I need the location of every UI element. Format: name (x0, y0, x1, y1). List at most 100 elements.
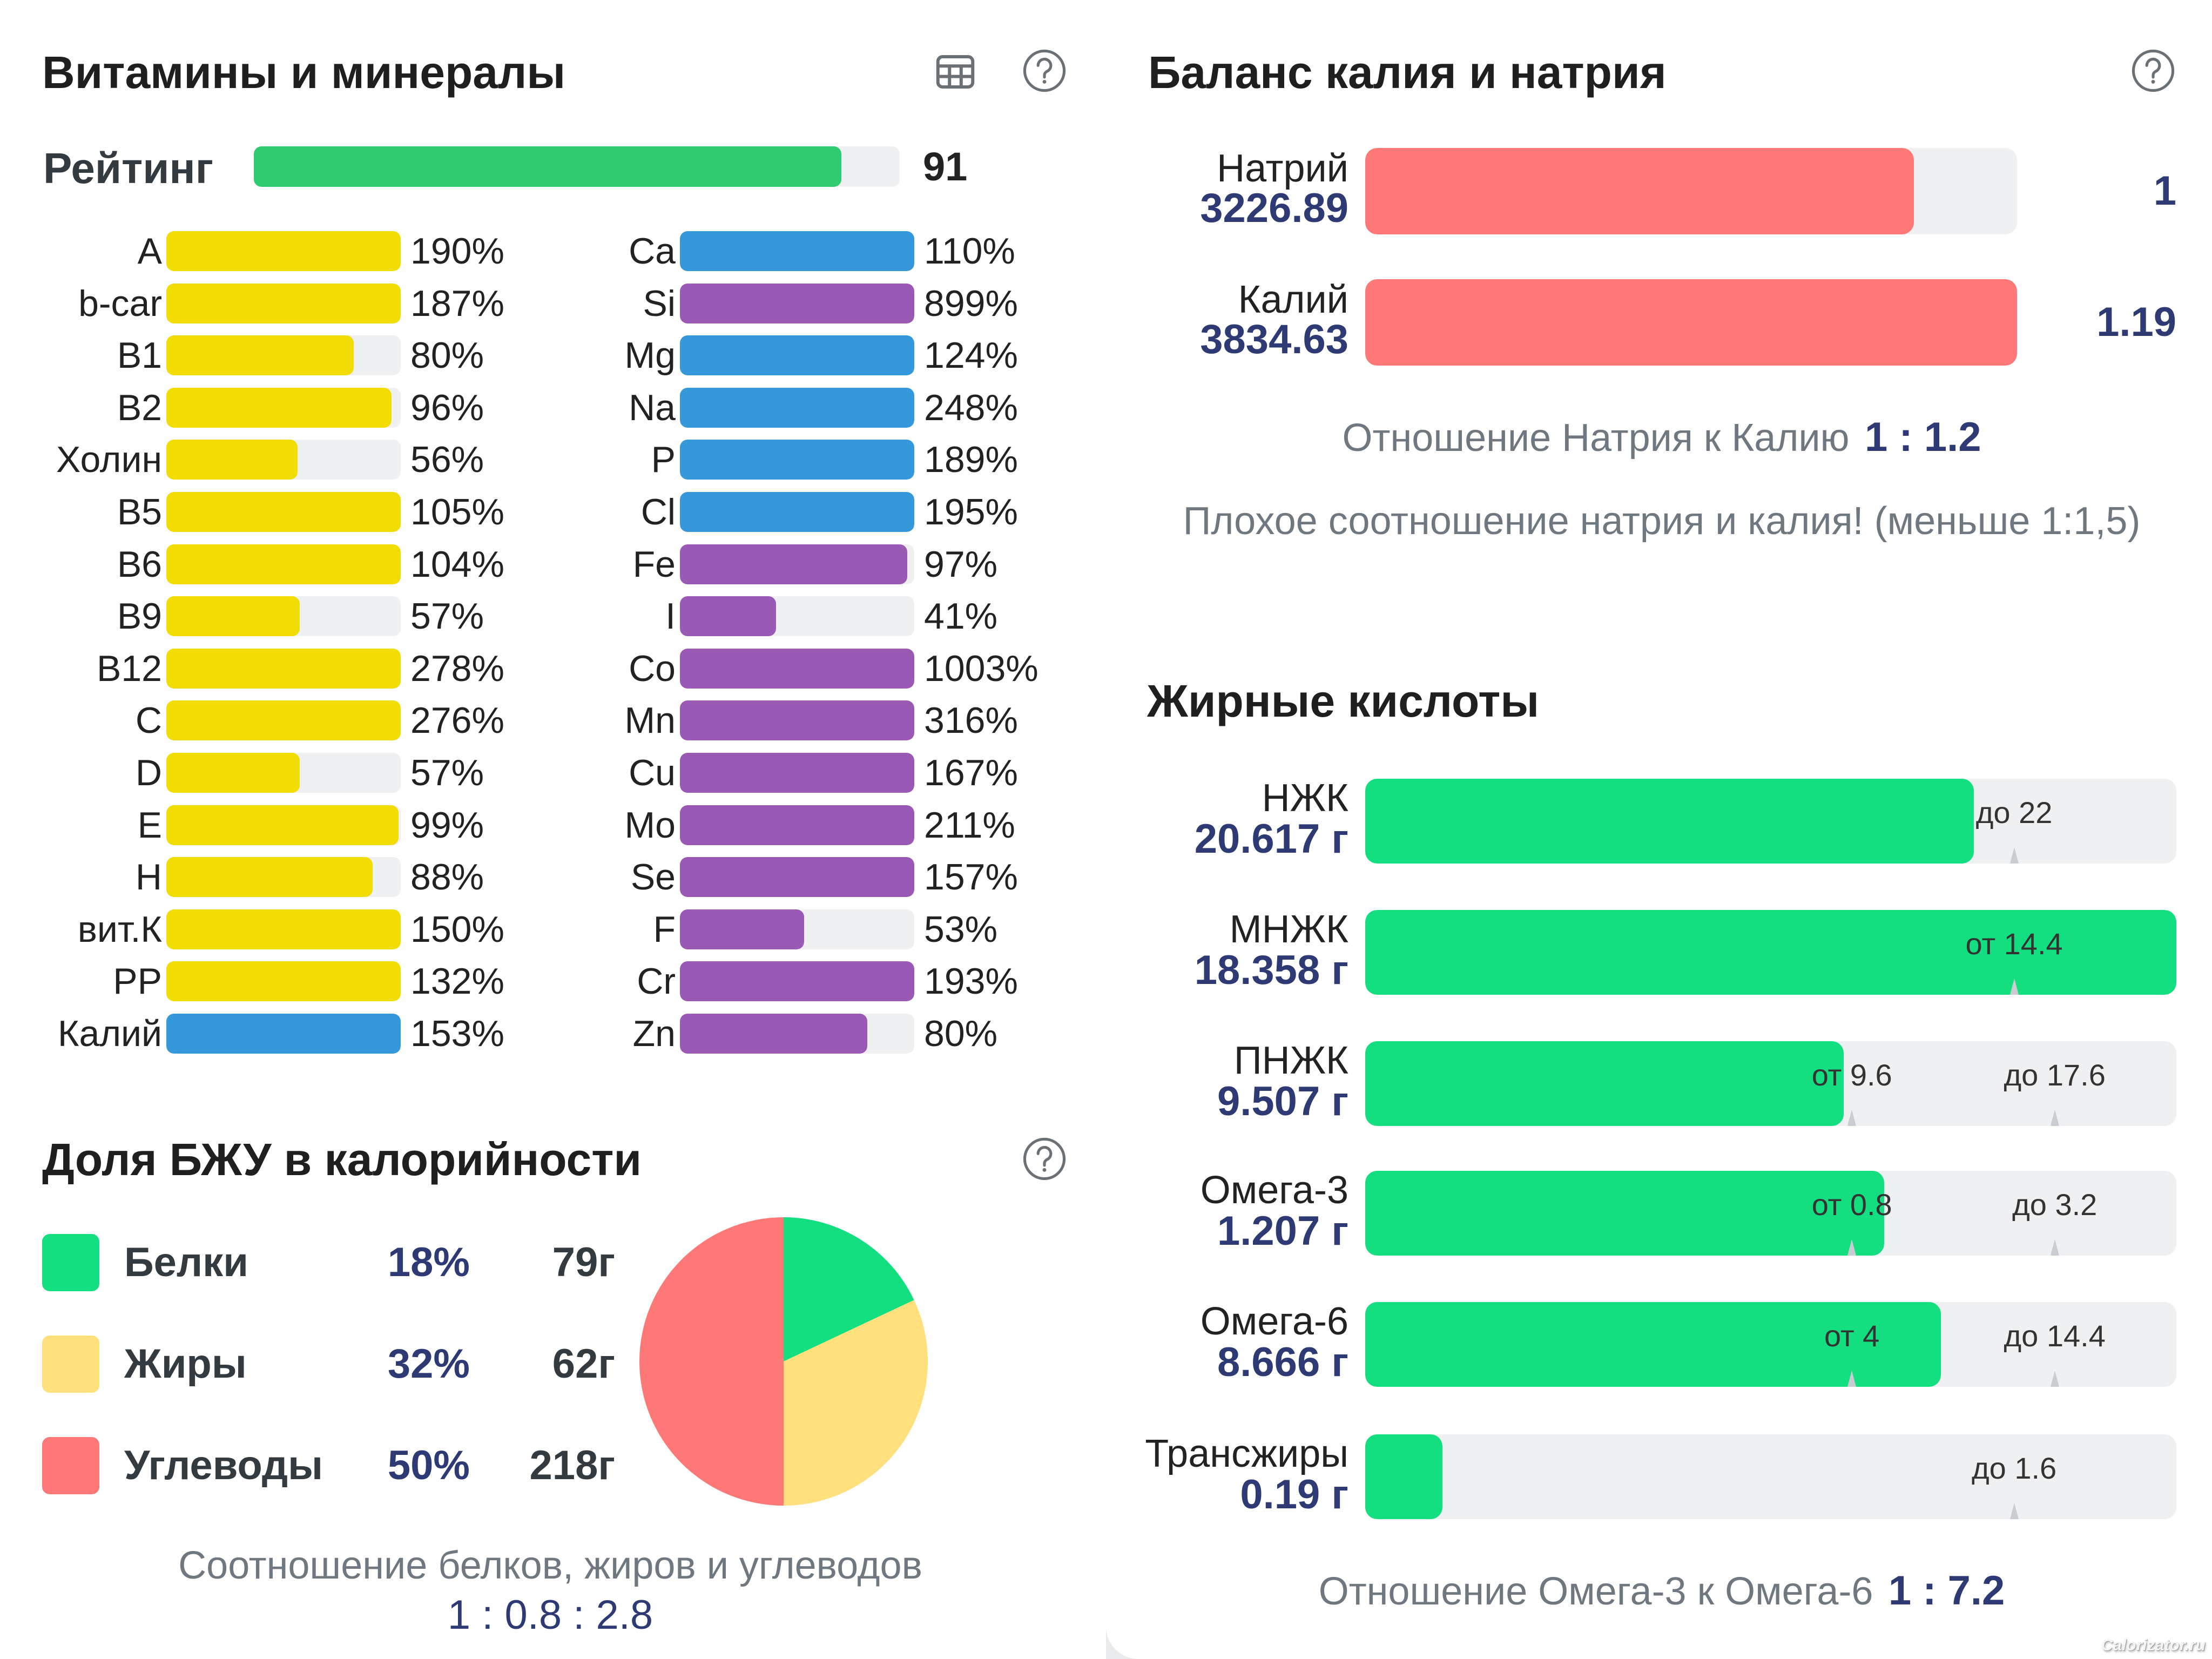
nutrient-percent: 80% (924, 1013, 998, 1054)
macro-name: Углеводы (124, 1442, 323, 1488)
nutrient-bar (680, 387, 914, 428)
nutrient-bar-fill (680, 805, 914, 845)
question-circle-icon[interactable] (1021, 1136, 1068, 1182)
nutrient-bar (166, 231, 401, 271)
nutrient-percent: 97% (924, 543, 998, 585)
fatty-acid-name: Трансжиры (1145, 1432, 1348, 1475)
nutrient-row: Mn 316% (625, 700, 1018, 741)
nutrient-bar-fill (680, 440, 914, 480)
nutrient-bar (680, 544, 914, 584)
nutrient-percent: 276% (410, 700, 504, 741)
sodium-potassium-title: Баланс калия и натрия (1148, 47, 1667, 98)
question-circle-icon[interactable] (2130, 48, 2176, 94)
nutrient-bar-fill (680, 387, 914, 428)
nutrient-bar-fill (166, 335, 354, 376)
macro-percent: 50% (387, 1442, 470, 1488)
nutrient-bar (166, 544, 401, 584)
fatty-acid-amount: 1.207 г (1217, 1208, 1348, 1254)
nutrient-name: B2 (117, 387, 162, 428)
fatty-acid-name: ПНЖК (1233, 1039, 1348, 1082)
nutrient-name: Mn (624, 700, 676, 741)
nutrient-bar (680, 909, 914, 949)
nutrient-percent: 132% (410, 961, 504, 1002)
mineral-amount: 3834.63 (1200, 316, 1348, 362)
nutrient-row: Cu 167% (629, 753, 1018, 793)
nutrient-bar (680, 231, 914, 271)
macro-percent: 18% (387, 1239, 470, 1285)
marker-triangle-icon (2050, 1239, 2059, 1256)
nutrient-row: Fe 97% (633, 544, 997, 584)
sodium-potassium-ratio-value: 1 : 1.2 (1865, 414, 1981, 460)
nutrient-name: B12 (97, 648, 162, 689)
nutrient-bar-fill (680, 544, 907, 584)
question-circle-icon[interactable] (1021, 48, 1068, 94)
nutrient-percent: 899% (924, 282, 1018, 324)
nutrient-percent: 57% (410, 596, 484, 637)
nutrient-row: D 57% (136, 753, 484, 793)
fatty-acid-bar-fill (1365, 1171, 1885, 1256)
range-marker-label: до 3.2 (2012, 1187, 2098, 1222)
nutrient-bar-fill (680, 1014, 868, 1054)
nutrient-bar-fill (166, 648, 401, 689)
nutrient-name: Fe (632, 543, 676, 585)
marker-triangle-icon (2050, 1110, 2059, 1126)
fatty-acid-bar-fill (1365, 779, 1974, 864)
nutrient-bar (680, 857, 914, 898)
nutrient-row: Mo 211% (625, 805, 1015, 845)
nutrient-percent: 104% (410, 543, 504, 585)
fatty-acid-amount: 9.507 г (1217, 1078, 1348, 1124)
rating-label: Рейтинг (43, 144, 214, 192)
mineral-bar (1365, 279, 2017, 366)
range-marker-label: от 9.6 (1811, 1057, 1892, 1092)
nutrient-bar-fill (166, 805, 399, 845)
nutrient-row: Na 248% (629, 387, 1018, 428)
range-marker-label: от 4 (1824, 1318, 1880, 1353)
nutrient-name: b-car (78, 282, 162, 324)
nutrient-name: B6 (117, 543, 162, 585)
nutrient-bar-fill (166, 283, 401, 323)
nutrient-bar (166, 387, 401, 428)
nutrient-percent: 167% (924, 752, 1018, 793)
fatty-acid-amount: 0.19 г (1240, 1472, 1348, 1518)
marker-triangle-icon (2009, 847, 2019, 864)
nutrient-row: Холин 56% (56, 440, 484, 480)
legend-swatch (42, 1437, 99, 1494)
nutrient-bar-fill (680, 857, 914, 898)
nutrient-bar-fill (680, 492, 914, 532)
nutrient-name: H (135, 857, 162, 898)
nutrient-bar-fill (166, 544, 401, 584)
nutrient-row: I 41% (665, 596, 997, 637)
nutrient-bar (166, 753, 401, 793)
legend-swatch (42, 1234, 99, 1291)
nutrient-name: F (653, 908, 676, 950)
macro-percent: 32% (387, 1341, 470, 1387)
nutrient-row: B1 80% (117, 335, 484, 376)
nutrient-bar-fill (680, 961, 914, 1002)
table-grid-icon[interactable] (932, 49, 979, 95)
nutrient-bar (680, 961, 914, 1002)
nutrient-bar (680, 335, 914, 376)
nutrient-name: Na (629, 387, 676, 428)
nutrient-percent: 41% (924, 596, 998, 637)
nutrient-bar-fill (680, 909, 805, 949)
nutrient-percent: 88% (410, 857, 484, 898)
fatty-acid-bar: от 9.6 до 17.6 (1365, 1041, 2176, 1126)
nutrient-bar-fill (166, 231, 401, 271)
nutrient-percent: 105% (410, 491, 504, 532)
marker-triangle-icon (1847, 1239, 1857, 1256)
nutrient-row: A 190% (138, 231, 504, 271)
fatty-acid-bar-fill (1365, 1434, 1442, 1519)
nutrient-name: Se (630, 857, 676, 898)
omega-ratio: Отношение Омега-3 к Омега-6 1 : 7.2 (1319, 1570, 2005, 1611)
mineral-bar (1365, 148, 2017, 234)
nutrient-name: Калий (57, 1013, 162, 1054)
nutrient-bar (166, 1014, 401, 1054)
mineral-name: Калий (1238, 278, 1348, 321)
nutrient-name: вит.К (77, 908, 162, 950)
rating-value: 91 (923, 144, 968, 189)
nutrient-bar (680, 283, 914, 323)
nutrient-row: B5 105% (117, 492, 504, 532)
nutrient-bar-fill (166, 700, 401, 741)
fatty-acid-name: Омега-3 (1200, 1169, 1348, 1212)
nutrient-percent: 187% (410, 282, 504, 324)
